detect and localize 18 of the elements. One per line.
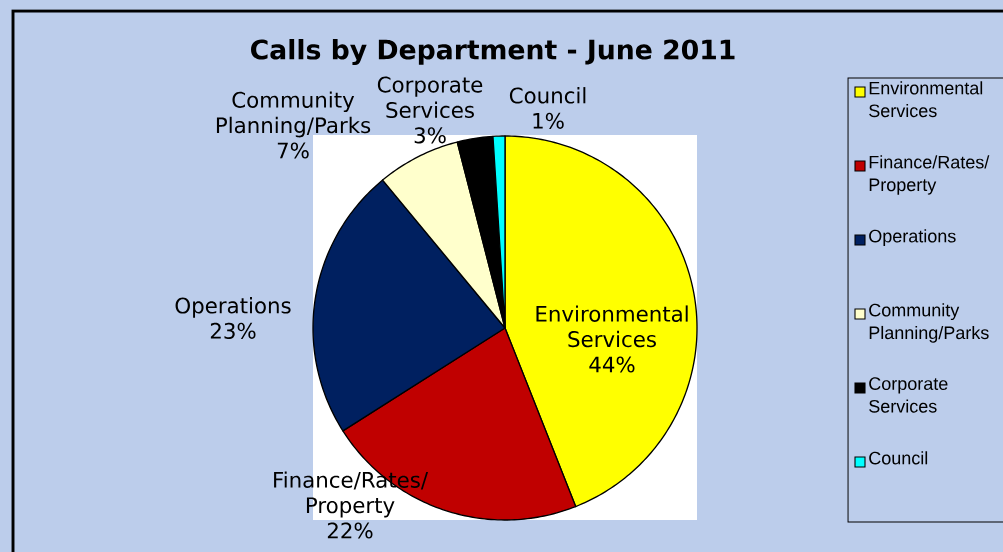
slice-label: Community Planning/Parks [216, 91, 371, 138]
data-label: 7% [277, 142, 309, 159]
legend-label: Corporate Services [869, 377, 948, 413]
data-label: 44% [589, 356, 635, 373]
slice-label: Environmental Services [536, 305, 688, 348]
legend-label: Environmental Services [869, 81, 983, 118]
data-label: 1% [533, 112, 564, 129]
slice-label: Corporate Services [377, 76, 483, 119]
legend-label: Operations [869, 229, 956, 247]
legend-label: Community Planning/Parks [869, 303, 989, 343]
legend-label: Finance/Rates/Property [869, 155, 990, 195]
slice-label: Operations [175, 297, 291, 318]
data-label: 3% [414, 127, 446, 144]
data-label: 23% [210, 322, 256, 339]
legend-label: Council [869, 451, 928, 465]
chart-title: Calls by Department - June 2011 [251, 38, 735, 65]
slice-label: Council [509, 87, 586, 104]
data-label: 22% [327, 522, 373, 539]
